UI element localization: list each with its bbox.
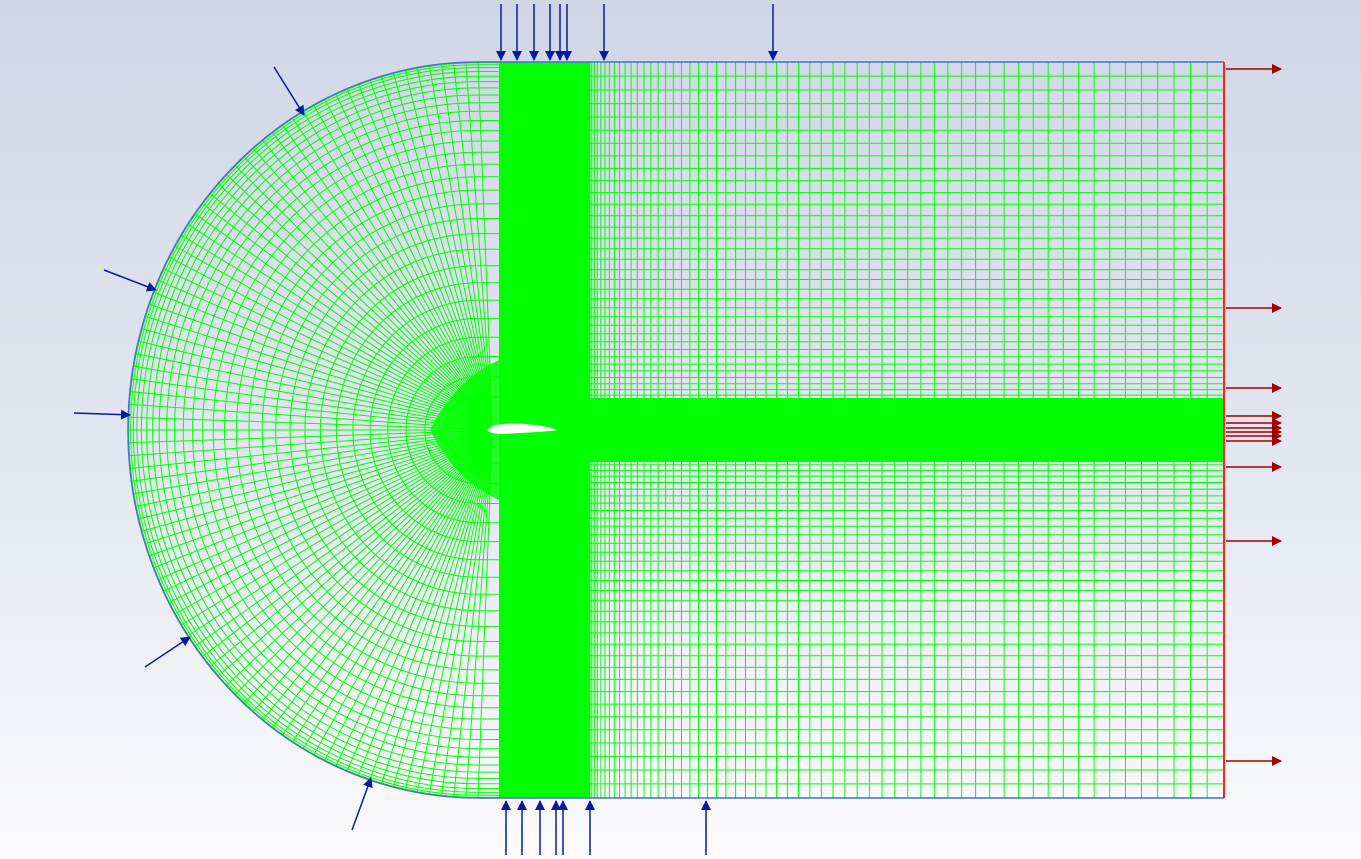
inlet-arrow — [103, 269, 157, 292]
inlet-arrow — [351, 777, 373, 831]
outlet-pressure-arrows — [1226, 64, 1282, 766]
dense-near-airfoil-mesh — [430, 360, 499, 500]
dense-wake-mesh-band — [589, 398, 1225, 462]
c-grid-mesh-block — [128, 62, 500, 798]
inlet-boundary-edge[interactable] — [127, 61, 500, 799]
airfoil-shape[interactable] — [487, 423, 557, 434]
inlet-arrow — [273, 66, 305, 116]
inlet-velocity-arrows — [73, 4, 778, 855]
inlet-arrow — [73, 409, 131, 420]
inlet-arrow — [144, 636, 191, 668]
